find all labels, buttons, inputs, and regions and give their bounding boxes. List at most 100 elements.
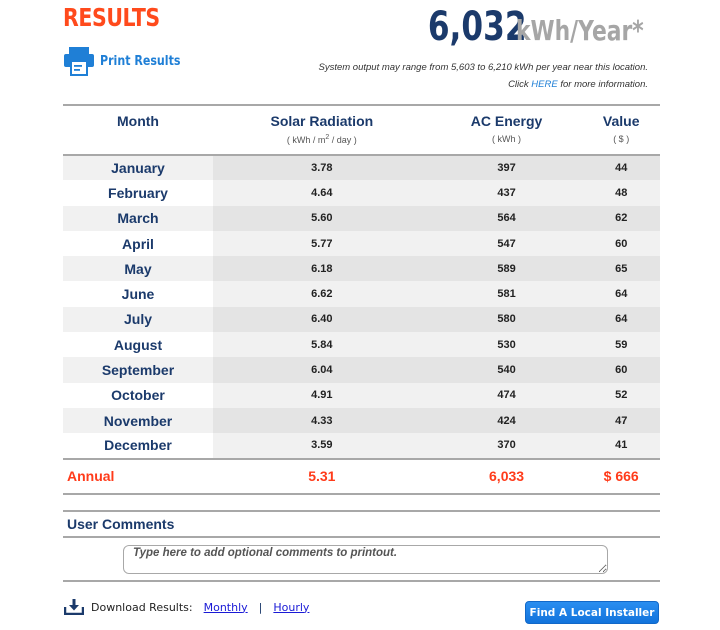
table-row: December 3.59 370 41 — [63, 433, 660, 459]
more-info-link[interactable]: HERE — [531, 79, 558, 90]
find-local-installer-button[interactable]: Find A Local Installer — [525, 601, 659, 624]
solar-cell: 4.33 — [213, 407, 431, 434]
column-unit: ( kWh ) — [492, 134, 522, 144]
annual-label: Annual — [67, 468, 115, 485]
column-label: Value — [602, 113, 640, 129]
page-title: RESULTS — [63, 3, 160, 32]
ac-energy-cell: 397 — [430, 155, 583, 181]
ac-energy-cell: 580 — [430, 306, 583, 333]
column-label: AC Energy — [470, 113, 543, 129]
table-row: May 6.18 589 65 — [63, 256, 660, 282]
monthly-results-table: Month Solar Radiation( kWh / m2 / day ) … — [63, 104, 660, 495]
ac-energy-cell: 547 — [430, 230, 583, 257]
table-row: January 3.78 397 44 — [63, 155, 660, 181]
value-cell: 62 — [582, 205, 660, 231]
ac-energy-cell: 424 — [430, 407, 583, 434]
solar-cell: 5.60 — [213, 205, 431, 231]
annual-output-value: 6,032 — [427, 4, 527, 50]
download-icon — [64, 599, 84, 615]
printer-icon — [64, 47, 94, 76]
month-cell: February — [63, 180, 213, 206]
solar-cell: 4.91 — [213, 382, 431, 408]
ac-energy-cell: 437 — [430, 180, 583, 206]
ac-energy-cell: 589 — [430, 256, 583, 282]
solar-cell: 6.18 — [213, 256, 431, 282]
ac-energy-cell: 581 — [430, 281, 583, 307]
ac-energy-cell: 564 — [430, 205, 583, 231]
value-cell: 64 — [582, 281, 660, 307]
link-separator: | — [258, 600, 263, 614]
solar-cell: 6.04 — [213, 357, 431, 383]
download-monthly-link[interactable]: Monthly — [203, 600, 248, 614]
divider — [63, 580, 660, 582]
annual-total-row: Annual 5.31 6,033 $ 666 — [63, 459, 660, 494]
solar-cell: 3.59 — [213, 433, 431, 459]
solar-cell: 6.40 — [213, 306, 431, 333]
table-row: June 6.62 581 64 — [63, 281, 660, 307]
annual-solar: 5.31 — [308, 468, 336, 485]
value-cell: 59 — [582, 332, 660, 358]
month-cell: May — [63, 256, 213, 282]
ac-energy-cell: 530 — [430, 332, 583, 358]
column-unit: ( $ ) — [613, 134, 630, 144]
month-cell: December — [63, 433, 213, 459]
value-cell: 64 — [582, 306, 660, 333]
solar-cell: 3.78 — [213, 155, 431, 181]
value-cell: 60 — [582, 357, 660, 383]
annual-ac-energy: 6,033 — [489, 468, 525, 485]
divider — [63, 536, 660, 538]
table-row: April 5.77 547 60 — [63, 230, 660, 257]
month-cell: October — [63, 382, 213, 408]
value-cell: 48 — [582, 180, 660, 206]
month-cell: March — [63, 205, 213, 231]
column-label: Month — [117, 113, 159, 129]
more-info-suffix: for more information. — [557, 79, 648, 90]
divider — [63, 510, 660, 512]
solar-cell: 5.77 — [213, 230, 431, 257]
annual-output-unit: kWh/Year* — [516, 14, 644, 47]
download-results: Download Results: Monthly | Hourly — [64, 599, 309, 615]
month-cell: April — [63, 230, 213, 257]
more-info-text: Click HERE for more information. — [508, 79, 648, 90]
ac-energy-cell: 474 — [430, 382, 583, 408]
month-cell: August — [63, 332, 213, 358]
column-unit: ( kWh / m2 / day ) — [286, 134, 357, 145]
solar-cell: 5.84 — [213, 332, 431, 358]
column-label: Solar Radiation — [270, 113, 374, 129]
value-cell: 44 — [582, 155, 660, 181]
month-cell: June — [63, 281, 213, 307]
table-row: August 5.84 530 59 — [63, 332, 660, 358]
table-row: September 6.04 540 60 — [63, 357, 660, 383]
month-cell: September — [63, 357, 213, 383]
solar-cell: 4.64 — [213, 180, 431, 206]
user-comments-heading: User Comments — [67, 516, 175, 532]
column-header-solar-radiation: Solar Radiation ( kWh / m2 / day ) — [213, 105, 431, 155]
table-row: July 6.40 580 64 — [63, 306, 660, 333]
column-header-value: Value ( $ ) — [582, 105, 660, 155]
column-header-month: Month — [63, 105, 213, 155]
month-cell: November — [63, 407, 213, 434]
table-row: February 4.64 437 48 — [63, 180, 660, 206]
value-cell: 47 — [582, 407, 660, 434]
table-row: November 4.33 424 47 — [63, 407, 660, 434]
month-cell: January — [63, 155, 213, 181]
download-label: Download Results: — [91, 600, 193, 614]
column-header-ac-energy: AC Energy ( kWh ) — [431, 105, 583, 155]
month-cell: July — [63, 306, 213, 333]
table-header-row: Month Solar Radiation( kWh / m2 / day ) … — [63, 105, 660, 155]
value-cell: 65 — [582, 256, 660, 282]
ac-energy-cell: 540 — [430, 357, 583, 383]
output-range-note: System output may range from 5,603 to 6,… — [318, 62, 648, 73]
value-cell: 41 — [582, 433, 660, 459]
download-hourly-link[interactable]: Hourly — [273, 600, 310, 614]
annual-value: $ 666 — [603, 468, 639, 485]
print-results-link[interactable]: Print Results — [63, 46, 195, 76]
table-row: October 4.91 474 52 — [63, 382, 660, 408]
table-row: March 5.60 564 62 — [63, 205, 660, 231]
solar-cell: 6.62 — [213, 281, 431, 307]
annual-output-headline: 6,032 kWh/Year* — [400, 4, 648, 50]
user-comments-textarea[interactable] — [123, 545, 608, 574]
more-info-prefix: Click — [508, 79, 532, 90]
print-results-label: Print Results — [100, 53, 181, 69]
value-cell: 52 — [582, 382, 660, 408]
